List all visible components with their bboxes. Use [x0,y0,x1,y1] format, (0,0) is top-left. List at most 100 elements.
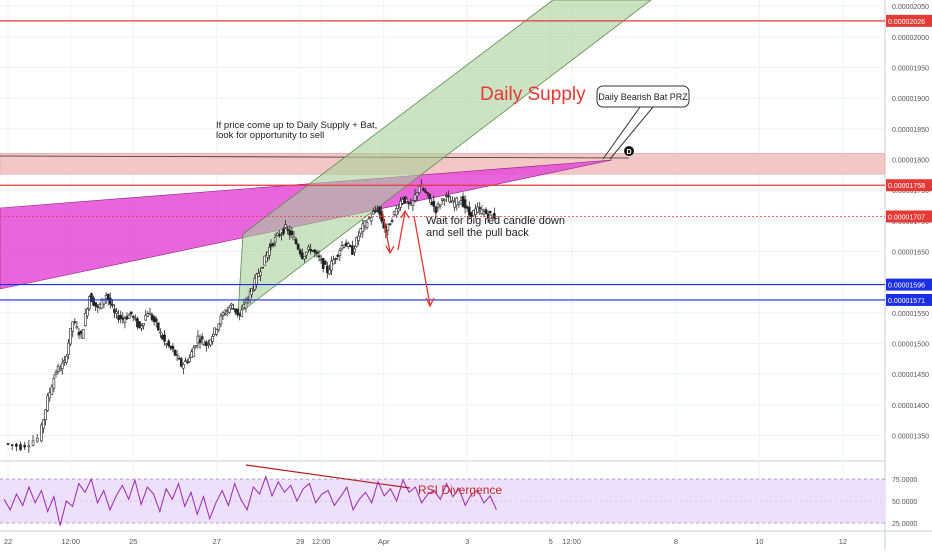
level-badge-label: 0.00001758 [888,183,925,190]
candle-body [294,239,298,245]
candle-body [365,222,369,228]
arrow-drop-2 [413,215,431,306]
candle-body [319,258,323,261]
candle-body [461,196,465,207]
level-badge [886,293,932,306]
candle-body [409,203,413,206]
candle-body [69,328,72,345]
candle-body [163,334,166,342]
candle-body [359,228,363,234]
candle-body [442,199,446,202]
candle-body [313,249,317,253]
rsi-tick-label: 25.0000 [892,521,917,528]
candle-body [221,312,225,316]
candle-body [296,244,300,250]
price-tick-label: 0.00001400 [892,403,929,410]
level-badge-label: 0.00001571 [888,298,925,305]
candle-body [432,200,436,207]
price-tick-label: 0.00001550 [892,311,929,318]
candle-body [156,322,160,331]
candle-body [171,345,175,350]
candle-body [336,254,340,257]
candle-body [142,323,145,326]
level-badge-label: 0.00001596 [888,283,925,290]
candle-body [225,309,229,312]
candle-body [405,198,408,202]
price-axis[interactable]: 0.00002050 0.00002000 0.00001950 0.00001900… [886,4,932,440]
wait-note-line2[interactable]: and sell the pull back [426,227,529,239]
sell-note-line1[interactable]: If price come up to Daily Supply + Bat, [216,120,377,131]
candle-body [488,210,492,214]
candle-body [60,362,64,370]
d-marker-dot [624,146,634,156]
time-tick-label: 8 [674,537,678,546]
candle-body [244,302,248,309]
candle-body [161,335,164,340]
candle-body [292,236,296,241]
candle-body [98,304,102,308]
candle-body [298,249,302,255]
rsi-axis[interactable]: 75.0000 50.0000 25.0000 [892,477,917,528]
candle-body [338,250,342,256]
wait-note-line1[interactable]: Wait for big red candle down [426,215,565,227]
candle-body [19,444,22,450]
candle-body [482,211,486,215]
candle-body [330,260,333,271]
candle-body [378,206,381,215]
candle-body [129,311,133,315]
candle-body [88,296,91,310]
candle-body [376,210,379,212]
rsi-divergence-label[interactable]: RSI Divergence [418,483,502,497]
candle-body [334,258,338,260]
candle-body [175,354,179,357]
candle-body [227,307,231,313]
candle-body [113,308,116,313]
candle-body [236,308,239,315]
candle-body [357,235,360,241]
time-axis[interactable]: 22 12:00 25 27 29 12:00 Apr 3 5 12:00 8 10 12 [4,537,847,546]
candle-body [332,259,335,265]
price-tick-label: 0.00001750 [892,188,929,195]
candle-body [123,318,127,323]
candle-body [278,234,281,237]
daily-supply-title[interactable]: Daily Supply [480,84,586,105]
price-tick-label: 0.00001950 [892,65,929,72]
candle-body [451,200,454,203]
candle-body [307,246,310,250]
candle-body [150,314,154,321]
rsi-tick-label: 50.0000 [892,499,917,506]
candle-body [190,351,193,358]
candle-body [204,341,208,346]
candle-body [136,318,139,328]
candle-body [75,326,79,329]
candle-body [27,445,31,448]
candle-body [111,304,114,306]
candle-body [6,443,10,445]
candle-body [146,313,150,317]
candle-body [459,200,463,205]
candle-body [117,315,120,320]
candle-body [415,192,419,197]
candle-body [257,273,260,277]
candle-body [217,323,221,331]
sell-note-line2[interactable]: look for opportunity to sell [216,130,324,141]
candle-body [131,316,135,318]
level-badge [886,278,932,291]
time-tick-label: 3 [465,537,469,546]
bat-prz-callout[interactable]: Daily Bearish Bat PRZ [596,85,690,160]
time-tick-label: 12:00 [61,537,80,546]
candle-body [46,395,49,411]
price-tick-label: 0.00002050 [892,4,929,11]
rsi-line [3,474,497,526]
candle-body [411,200,415,207]
candle-body [465,206,469,209]
candle-body [50,386,54,395]
candle-body [309,248,312,252]
level-badge-label: 0.00002026 [888,19,925,26]
arrow-drop-1 [381,209,391,253]
candle-body [71,321,75,332]
d-marker[interactable]: D [624,146,634,156]
candle-body [280,233,283,236]
candle-body [63,360,66,363]
